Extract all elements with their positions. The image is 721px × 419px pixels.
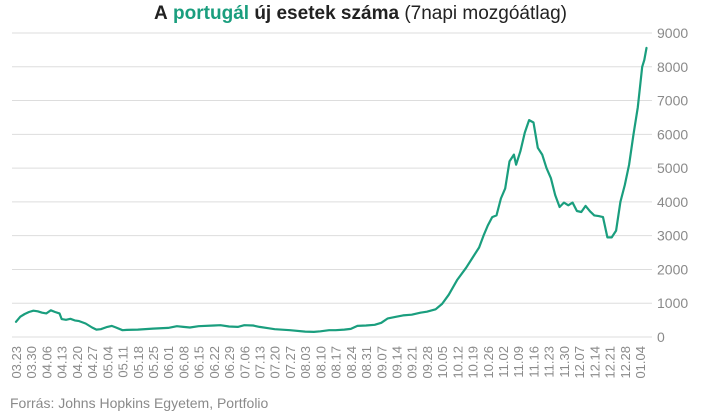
x-tick-label: 07.06	[237, 346, 252, 379]
x-tick-label: 10.12	[450, 346, 465, 379]
x-tick-label: 04.06	[39, 346, 54, 379]
x-tick-label: 04.13	[55, 346, 70, 379]
x-tick-label: 04.27	[85, 346, 100, 379]
x-tick-label: 10.26	[481, 346, 496, 379]
title-prefix: A	[154, 3, 168, 24]
x-tick-label: 07.27	[283, 346, 298, 379]
x-tick-label: 11.02	[496, 346, 511, 378]
x-tick-label: 05.04	[100, 346, 115, 379]
x-tick-label: 08.24	[344, 346, 359, 379]
x-tick-label: 12.28	[618, 346, 633, 379]
x-tick-label: 05.11	[116, 346, 131, 378]
x-tick-label: 06.01	[161, 346, 176, 379]
y-tick-label: 7000	[657, 93, 688, 109]
x-tick-label: 11.16	[526, 346, 541, 378]
x-tick-label: 01.04	[633, 346, 648, 379]
x-tick-label: 08.17	[329, 346, 344, 379]
y-tick-label: 1000	[657, 295, 688, 311]
x-tick-label: 03.30	[24, 346, 39, 379]
y-tick-label: 0	[657, 329, 665, 345]
y-tick-label: 3000	[657, 228, 688, 244]
x-tick-label: 09.28	[420, 346, 435, 379]
x-tick-label: 05.25	[146, 346, 161, 379]
y-tick-label: 8000	[657, 59, 688, 75]
y-tick-label: 9000	[657, 25, 688, 41]
x-tick-label: 07.13	[253, 346, 268, 379]
x-tick-label: 12.14	[587, 346, 602, 379]
y-tick-label: 4000	[657, 194, 688, 210]
x-tick-label: 04.20	[70, 346, 85, 379]
x-tick-label: 10.05	[435, 346, 450, 379]
x-tick-label: 11.09	[511, 346, 526, 378]
x-tick-label: 08.31	[359, 346, 374, 379]
y-tick-label: 6000	[657, 126, 688, 142]
x-tick-label: 09.21	[405, 346, 420, 379]
x-tick-label: 11.30	[557, 346, 572, 378]
chart-title: A portugál új esetek száma (7napi mozgóá…	[0, 3, 721, 25]
x-tick-label: 08.10	[313, 346, 328, 379]
x-tick-label: 10.19	[466, 346, 481, 379]
series-line-0	[14, 46, 648, 333]
x-tick-label: 06.29	[222, 346, 237, 379]
y-tick-label: 2000	[657, 261, 688, 277]
x-tick-label: 09.14	[389, 346, 404, 379]
source-note: Forrás: Johns Hopkins Egyetem, Portfolio	[10, 395, 269, 411]
series-layer	[14, 46, 648, 333]
x-tick-label: 11.23	[542, 346, 557, 378]
x-tick-label: 12.07	[572, 346, 587, 379]
x-tick-label: 06.08	[176, 346, 191, 379]
x-tick-label: 06.15	[192, 346, 207, 379]
gridlines	[12, 32, 652, 338]
x-tick-label: 03.23	[9, 346, 24, 379]
x-tick-label: 05.18	[131, 346, 146, 379]
title-bold-rest: új esetek száma	[254, 3, 400, 24]
title-normal-rest: (7napi mozgóátlag)	[404, 3, 567, 24]
x-tick-label: 06.22	[207, 346, 222, 379]
x-tick-label: 12.21	[603, 346, 618, 379]
x-axis-ticks: 03.23 03.30 04.06 04.13 04.20 04.27 05.04 05.11…	[9, 346, 648, 379]
x-tick-label: 09.07	[374, 346, 389, 379]
y-tick-label: 5000	[657, 160, 688, 176]
y-axis-ticks: 0 1000 2000 3000 4000 5000 6000 7000 8000 9000	[657, 25, 688, 345]
title-highlight: portugál	[173, 3, 250, 24]
x-tick-label: 08.03	[298, 346, 313, 379]
x-tick-label: 07.20	[268, 346, 283, 379]
